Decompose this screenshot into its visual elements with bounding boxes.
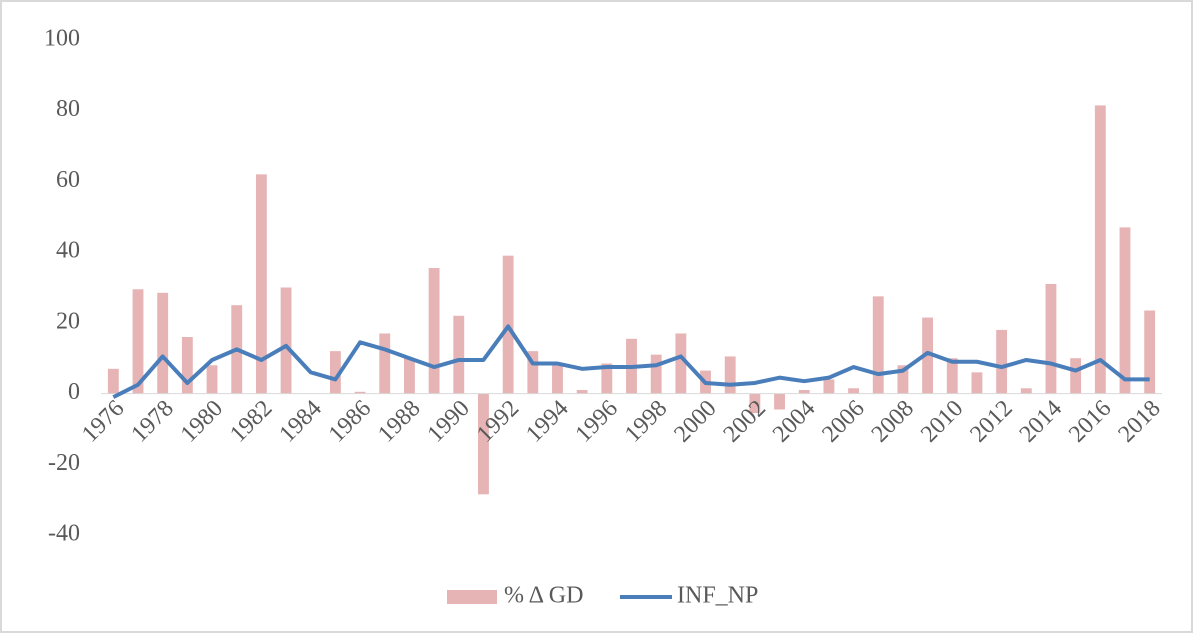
- bar: [1070, 358, 1082, 394]
- bar: [552, 365, 563, 394]
- bar: [675, 333, 687, 394]
- bar: [132, 289, 144, 394]
- bar: [601, 363, 613, 394]
- bar: [724, 356, 736, 394]
- bar: [527, 351, 539, 394]
- bar: [650, 354, 662, 394]
- y-tick-label: 20: [56, 308, 80, 334]
- y-tick-label: 60: [56, 167, 80, 193]
- bar: [922, 317, 934, 394]
- bar: [1045, 283, 1057, 394]
- bar: [971, 372, 983, 394]
- bar: [897, 365, 909, 394]
- bar: [428, 268, 440, 394]
- bar: [996, 329, 1008, 394]
- bar: [255, 174, 267, 394]
- legend-label: INF_NP: [677, 583, 758, 609]
- y-tick-label: 100: [44, 26, 80, 52]
- y-tick-label: -40: [48, 521, 80, 547]
- y-tick-label: 40: [56, 238, 80, 264]
- bar: [181, 337, 193, 394]
- bar: [774, 393, 785, 410]
- bar: [206, 365, 218, 394]
- bar: [280, 287, 292, 394]
- legend-label: % Δ GD: [504, 583, 583, 609]
- y-tick-label: 80: [56, 96, 80, 122]
- bar: [1094, 105, 1106, 394]
- legend-swatch: [447, 590, 497, 604]
- bar: [872, 296, 884, 394]
- bar: [157, 292, 169, 394]
- bar: [329, 351, 341, 394]
- bar: [107, 368, 119, 394]
- bar: [798, 390, 810, 394]
- bar: [453, 315, 465, 394]
- bar: [848, 388, 859, 394]
- bar: [1020, 388, 1032, 394]
- bar: [404, 358, 415, 394]
- y-tick-label: 0: [68, 379, 80, 405]
- line: [112, 324, 1150, 399]
- bar: [379, 333, 391, 394]
- y-tick-label: -20: [48, 450, 80, 476]
- bar: [823, 379, 835, 394]
- bar: [749, 393, 761, 414]
- bar: [576, 390, 588, 394]
- bar: [354, 391, 366, 394]
- bar: [946, 358, 958, 394]
- bar: [478, 393, 489, 495]
- bar: [1144, 310, 1156, 394]
- bar: [1119, 227, 1131, 394]
